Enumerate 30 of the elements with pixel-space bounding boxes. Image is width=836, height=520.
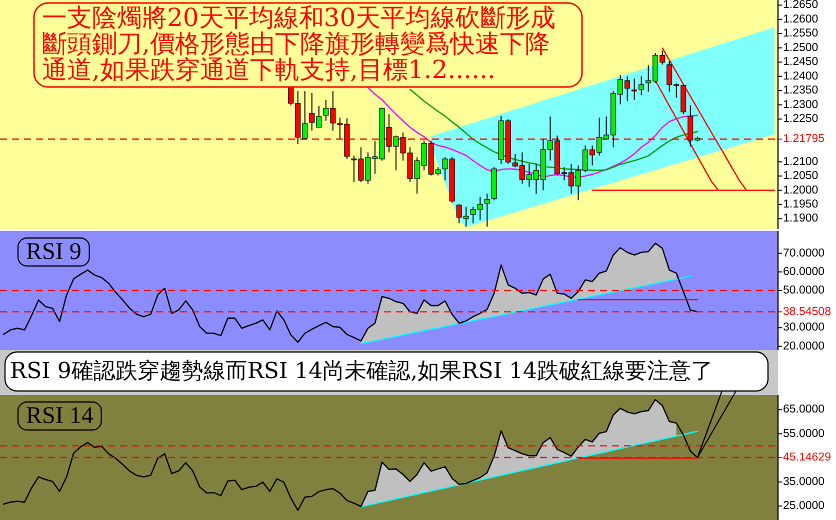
y-tick-label: 1.2450 [783,56,818,68]
y-tick-label: 30.0000 [783,322,825,334]
y-tick-label: 1.1950 [783,198,818,211]
chart-title: RSI 14 [26,403,94,429]
y-tick-label: 1.2600 [783,13,818,26]
y-tick-label: 1.2050 [783,170,818,182]
y-tick-label: 70.0000 [783,247,825,260]
y-tick-label: 1.2400 [783,70,818,82]
y-tick-label: 25.0000 [783,500,825,512]
y-tick-label: 1.2300 [783,98,818,111]
y-tick-label: 1.2250 [783,113,818,126]
ref-line-label: 45.14629 [783,452,831,464]
y-tick-label: 1.1900 [783,212,818,225]
y-tick-label: 1.2000 [783,184,818,196]
y-tick-label: 1.2500 [783,42,818,54]
y-tick-label: 20.0000 [783,340,825,352]
chart-title: RSI 9 [26,239,82,265]
y-tick-label: 1.2350 [783,84,818,97]
y-tick-label: 1.2650 [783,0,818,12]
y-tick-label: 1.2100 [783,156,818,168]
y-tick-label: 35.0000 [783,476,825,488]
text: RSI 9確認跌穿趨勢線而RSI 14尚未確認,如果RSI 14跌破紅線要注意了 [10,359,713,384]
ref-line-label: 38.54508 [783,306,831,318]
y-tick-label: 55.0000 [783,428,825,440]
annotation: 一支陰燭將20天平均線和30天平均線砍斷形成斷頭鍘刀,價格形態由下降旗形轉變爲快速下降通道,如果跌穿通道下軌支持,目標1.2...... [42,3,556,84]
y-tick-label: 60.0000 [783,266,825,278]
y-tick-label: 50.0000 [783,284,825,296]
y-tick-label: 1.2550 [783,28,818,40]
ref-line-label: 1.21795 [783,133,825,146]
y-tick-label: 65.0000 [783,404,825,416]
